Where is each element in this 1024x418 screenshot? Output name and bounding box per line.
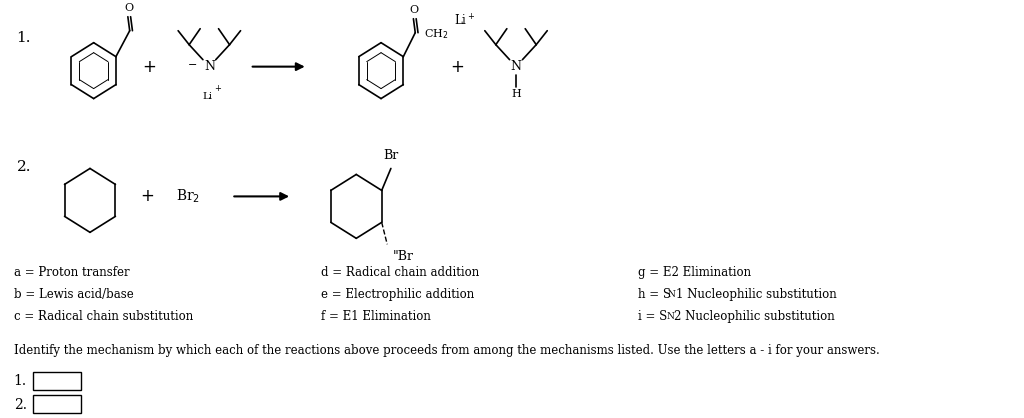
Text: "Br: "Br [393,250,414,263]
Text: Li$^+$: Li$^+$ [454,13,475,28]
Text: 2 Nucleophilic substitution: 2 Nucleophilic substitution [675,310,836,323]
Text: a = Proton transfer: a = Proton transfer [13,266,129,279]
Text: 1.: 1. [16,31,31,45]
Text: N: N [204,60,215,73]
Text: g = E2 Elimination: g = E2 Elimination [638,266,752,279]
Text: c = Radical chain substitution: c = Radical chain substitution [13,310,193,323]
Text: f = E1 Elimination: f = E1 Elimination [322,310,431,323]
Text: H: H [511,89,521,99]
Text: N: N [511,60,521,73]
Text: h = S: h = S [638,288,671,301]
Text: O: O [124,3,133,13]
Text: Li: Li [203,92,213,101]
Text: 1 Nucleophilic substitution: 1 Nucleophilic substitution [676,288,837,301]
Text: +: + [141,58,156,76]
Text: 1.: 1. [13,374,27,388]
Text: i = S: i = S [638,310,668,323]
Text: CH$_2$: CH$_2$ [424,27,449,41]
Text: Br$_2$: Br$_2$ [176,188,201,205]
Text: 2.: 2. [16,161,31,174]
Text: N: N [667,312,674,321]
Text: O: O [410,5,419,15]
Text: Br: Br [383,150,398,163]
Text: +: + [214,84,221,93]
Text: +: + [140,187,154,205]
Text: −: − [188,60,198,70]
Text: d = Radical chain addition: d = Radical chain addition [322,266,479,279]
Bar [33,372,81,390]
Text: N: N [668,290,676,299]
Text: e = Electrophilic addition: e = Electrophilic addition [322,288,474,301]
Bar [33,395,81,413]
Text: Identify the mechanism by which each of the reactions above proceeds from among : Identify the mechanism by which each of … [13,344,880,357]
Text: +: + [451,58,464,76]
Text: b = Lewis acid/base: b = Lewis acid/base [13,288,133,301]
Text: 2.: 2. [13,398,27,412]
